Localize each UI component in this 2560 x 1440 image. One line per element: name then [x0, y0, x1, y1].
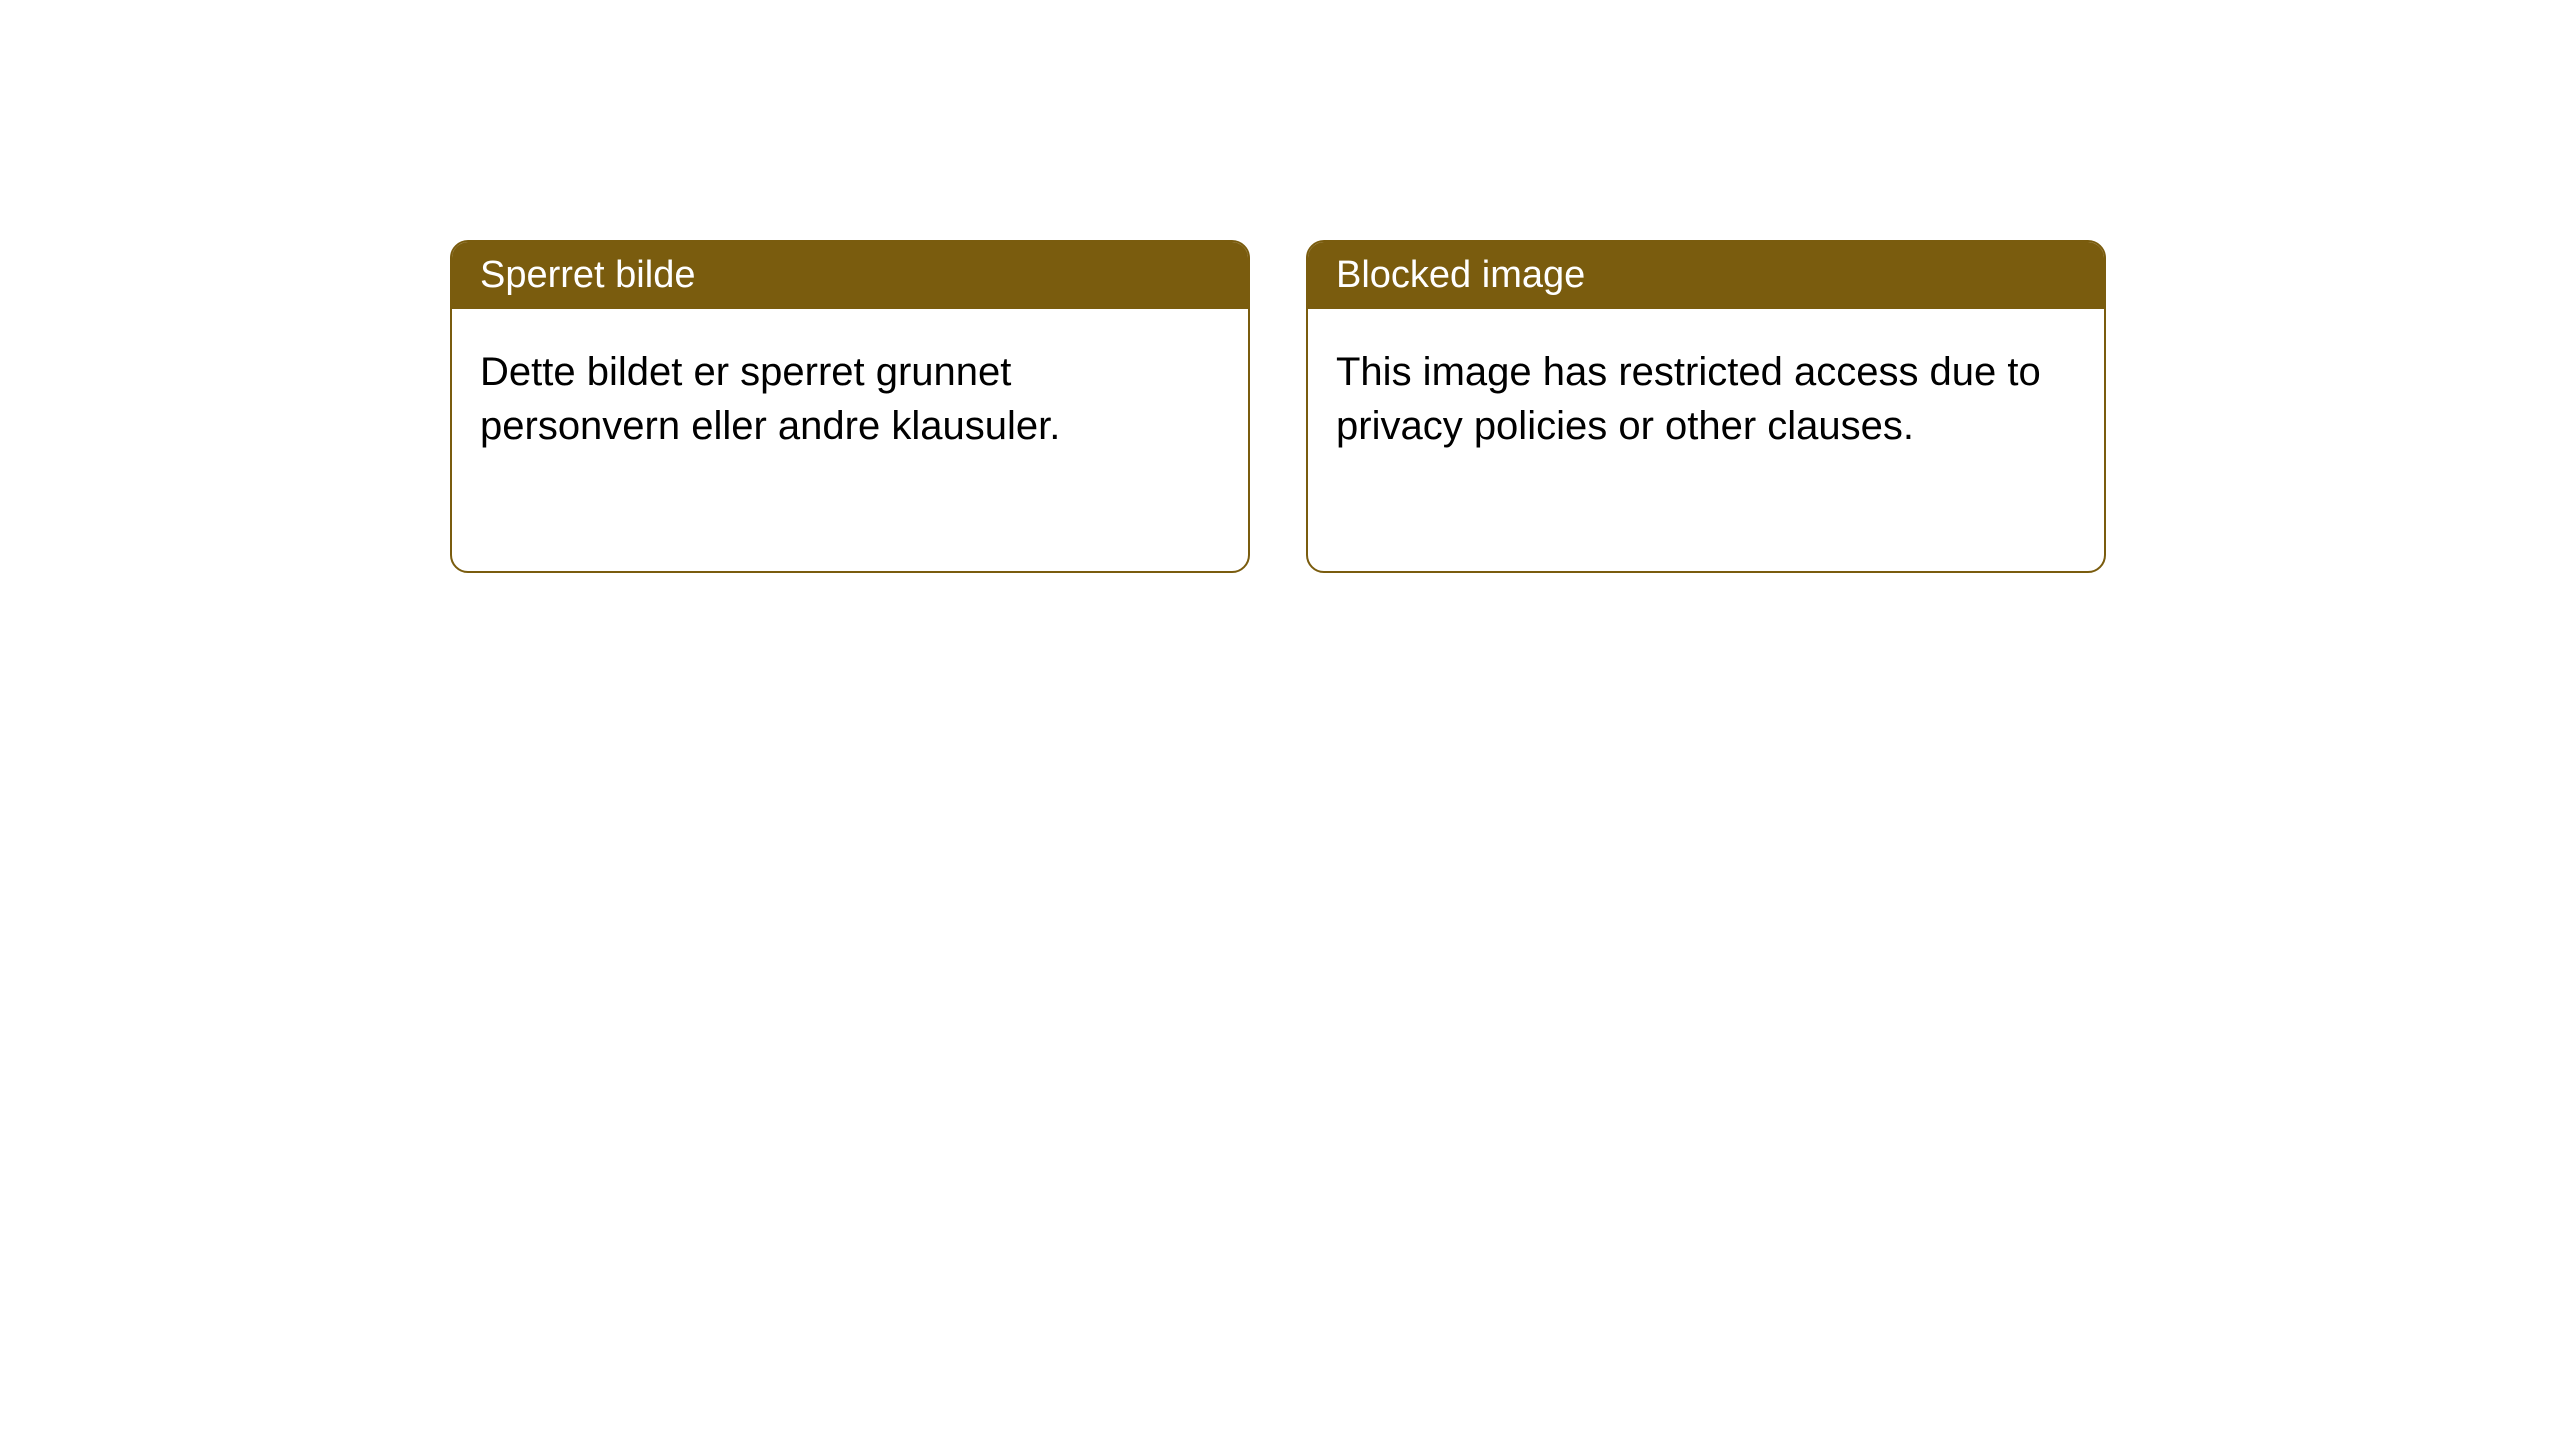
notice-header-no: Sperret bilde: [452, 242, 1248, 309]
notice-card-en: Blocked image This image has restricted …: [1306, 240, 2106, 573]
notice-header-en: Blocked image: [1308, 242, 2104, 309]
notice-body-no: Dette bildet er sperret grunnet personve…: [452, 309, 1248, 489]
notice-card-no: Sperret bilde Dette bildet er sperret gr…: [450, 240, 1250, 573]
blocked-image-notices: Sperret bilde Dette bildet er sperret gr…: [450, 240, 2106, 573]
notice-body-en: This image has restricted access due to …: [1308, 309, 2104, 489]
